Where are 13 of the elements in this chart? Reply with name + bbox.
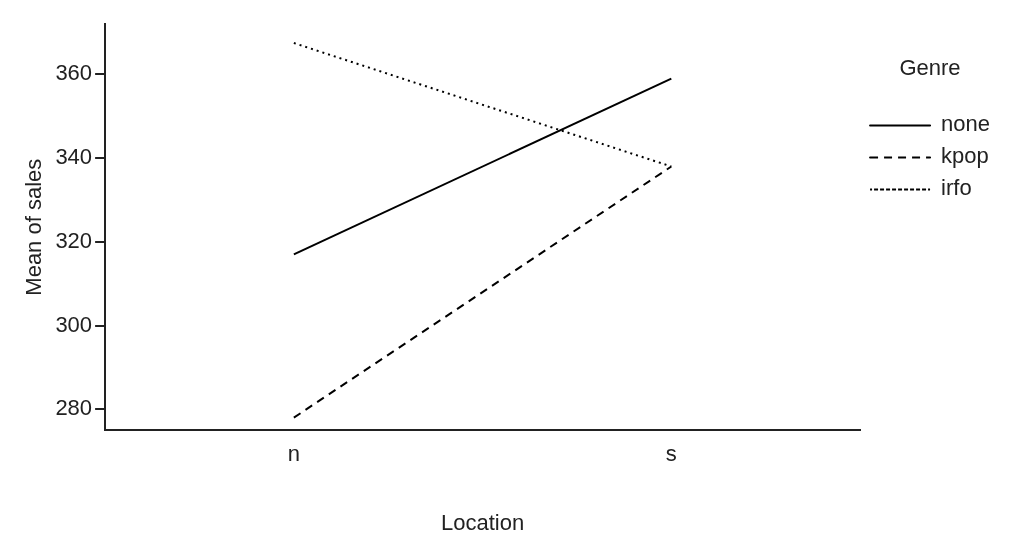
x-tick-label: s: [665, 441, 677, 467]
y-tick-label: 300: [55, 311, 93, 337]
legend-label: irfo: [941, 175, 972, 201]
x-axis-title: Location: [440, 509, 525, 535]
y-axis-title: Mean of sales: [21, 158, 47, 296]
y-tick-label: 360: [55, 60, 93, 86]
y-tick-label: 280: [55, 395, 93, 421]
y-tick-label: 340: [55, 144, 93, 170]
y-tick-label: 320: [55, 227, 93, 253]
legend-label: none: [941, 111, 991, 137]
x-tick-label: n: [287, 441, 300, 467]
legend-title: Genre: [899, 55, 961, 81]
legend-label: kpop: [941, 143, 989, 169]
